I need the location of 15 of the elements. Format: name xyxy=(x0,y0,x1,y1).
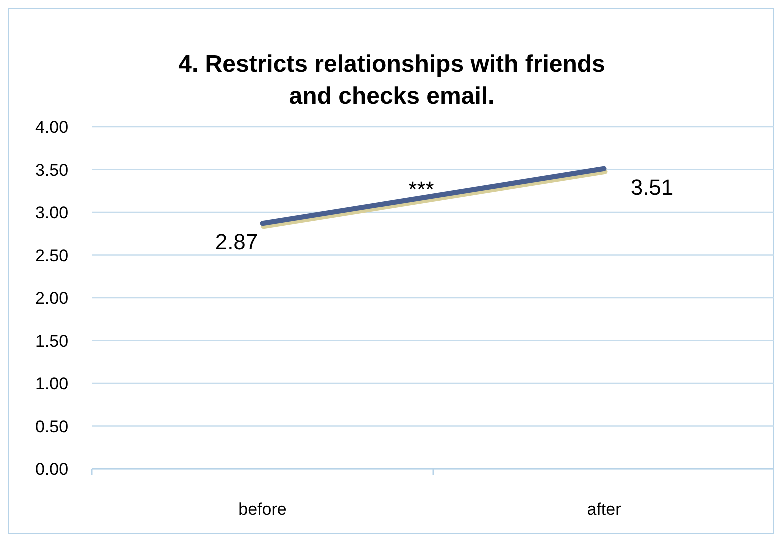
y-tick-label: 0.50 xyxy=(35,417,69,436)
x-tick-label: before xyxy=(238,500,287,519)
y-tick-label: 3.00 xyxy=(35,204,69,222)
y-tick-label: 0.00 xyxy=(35,460,69,479)
x-tick-label: after xyxy=(587,500,622,519)
y-tick-label: 1.00 xyxy=(35,374,69,394)
chart-title: 4. Restricts relationships with friends and checks email. xyxy=(178,51,606,110)
y-tick-label: 2.00 xyxy=(35,289,69,308)
y-tick-label: 2.50 xyxy=(35,246,69,266)
annotation: *** xyxy=(408,177,435,202)
y-tick-label: 3.50 xyxy=(35,160,69,180)
data-label: 3.51 xyxy=(630,174,674,200)
data-label: 2.87 xyxy=(215,230,258,255)
y-tick-label: 4.00 xyxy=(35,118,69,137)
y-tick-label: 1.50 xyxy=(35,332,69,351)
